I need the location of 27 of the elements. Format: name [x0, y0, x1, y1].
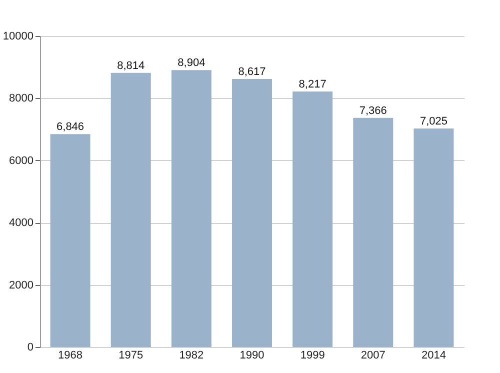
bar	[110, 72, 151, 347]
y-tick-label: 2000	[9, 279, 34, 292]
x-tick-label: 1982	[179, 350, 204, 362]
bar	[292, 91, 333, 347]
data-label: 8,814	[117, 60, 145, 72]
x-tick-label: 1975	[118, 350, 144, 362]
data-label: 8,617	[238, 66, 266, 78]
x-tick-label: 1999	[300, 350, 325, 362]
x-tick-label: 2014	[421, 350, 446, 362]
data-label: 8,904	[178, 57, 206, 70]
y-tick-label: 4000	[9, 217, 34, 230]
x-tick-label: 2007	[360, 350, 386, 362]
x-tick-label: 1968	[58, 350, 83, 362]
y-tick-label: 10000	[2, 30, 34, 42]
bar	[171, 70, 212, 347]
y-tick-label: 6000	[9, 154, 34, 167]
x-tick-label: 1990	[240, 350, 264, 362]
bar	[353, 118, 394, 347]
data-label: 7,366	[359, 104, 387, 117]
bar	[414, 128, 454, 347]
data-label: 8,217	[298, 78, 326, 90]
y-tick-label: 0	[27, 342, 34, 354]
bar	[232, 79, 272, 347]
data-label: 6,846	[56, 121, 84, 134]
y-tick-label: 8000	[9, 92, 34, 105]
data-label: 7,025	[420, 116, 448, 128]
bar	[50, 134, 90, 347]
